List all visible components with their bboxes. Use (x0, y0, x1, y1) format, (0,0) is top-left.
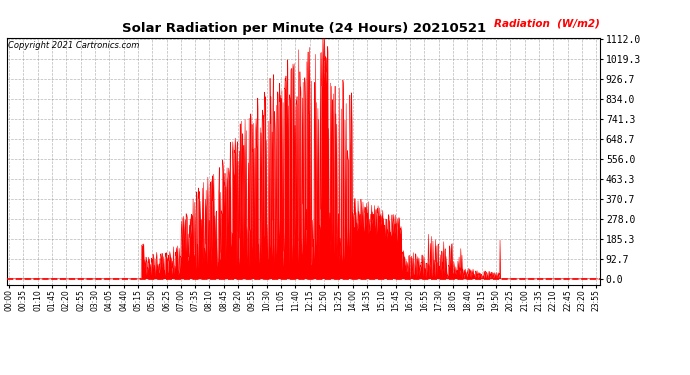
Text: Copyright 2021 Cartronics.com: Copyright 2021 Cartronics.com (8, 41, 139, 50)
Title: Solar Radiation per Minute (24 Hours) 20210521: Solar Radiation per Minute (24 Hours) 20… (121, 22, 486, 35)
Text: Radiation  (W/m2): Radiation (W/m2) (495, 19, 600, 29)
